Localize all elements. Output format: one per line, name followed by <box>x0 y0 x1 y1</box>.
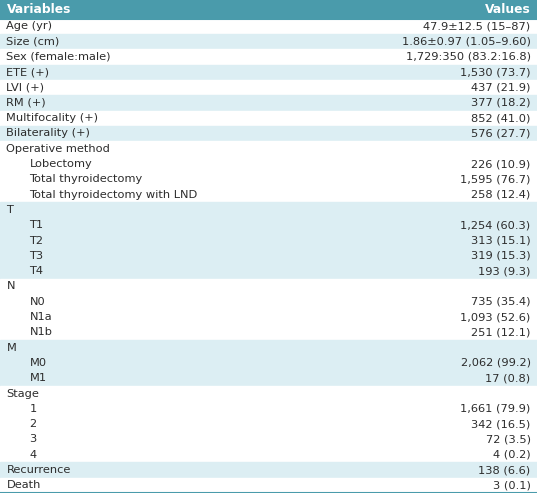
Bar <box>0 65 537 80</box>
Text: 313 (15.1): 313 (15.1) <box>471 236 531 246</box>
Text: 1: 1 <box>30 404 37 414</box>
Bar <box>0 110 537 126</box>
Text: 251 (12.1): 251 (12.1) <box>471 327 531 337</box>
Text: RM (+): RM (+) <box>6 98 46 108</box>
Text: 72 (3.5): 72 (3.5) <box>485 434 531 445</box>
Bar <box>0 340 537 355</box>
Bar <box>0 447 537 462</box>
Text: 1,729:350 (83.2:16.8): 1,729:350 (83.2:16.8) <box>405 52 531 62</box>
Bar <box>0 19 537 34</box>
Text: 576 (27.7): 576 (27.7) <box>471 129 531 139</box>
Text: T3: T3 <box>30 251 43 261</box>
Text: T4: T4 <box>30 266 43 276</box>
Text: 377 (18.2): 377 (18.2) <box>471 98 531 108</box>
Text: 319 (15.3): 319 (15.3) <box>471 251 531 261</box>
Bar <box>0 432 537 447</box>
Text: 3: 3 <box>30 434 37 445</box>
Text: 735 (35.4): 735 (35.4) <box>471 297 531 307</box>
Bar <box>0 95 537 110</box>
Text: 17 (0.8): 17 (0.8) <box>485 373 531 383</box>
Text: 3 (0.1): 3 (0.1) <box>492 480 531 491</box>
Text: 2: 2 <box>30 419 37 429</box>
Bar <box>0 478 537 493</box>
Text: Multifocality (+): Multifocality (+) <box>6 113 98 123</box>
Text: N1a: N1a <box>30 312 52 322</box>
Text: 138 (6.6): 138 (6.6) <box>478 465 531 475</box>
Text: T1: T1 <box>30 220 43 230</box>
Text: 1,530 (73.7): 1,530 (73.7) <box>460 67 531 77</box>
Text: Sex (female:male): Sex (female:male) <box>6 52 111 62</box>
Bar <box>0 310 537 325</box>
Bar <box>0 49 537 65</box>
Bar <box>0 217 537 233</box>
Text: N1b: N1b <box>30 327 53 337</box>
Text: 852 (41.0): 852 (41.0) <box>471 113 531 123</box>
Text: ETE (+): ETE (+) <box>6 67 49 77</box>
Text: M: M <box>6 343 16 352</box>
Bar <box>0 386 537 401</box>
Text: LVI (+): LVI (+) <box>6 83 45 93</box>
Text: N0: N0 <box>30 297 45 307</box>
Text: Age (yr): Age (yr) <box>6 21 53 32</box>
Text: Total thyroidectomy with LND: Total thyroidectomy with LND <box>30 190 198 200</box>
Text: 193 (9.3): 193 (9.3) <box>478 266 531 276</box>
Bar <box>0 401 537 417</box>
Bar <box>0 462 537 478</box>
Bar <box>0 279 537 294</box>
Text: 1,595 (76.7): 1,595 (76.7) <box>460 175 531 184</box>
Text: 437 (21.9): 437 (21.9) <box>471 83 531 93</box>
Bar <box>0 233 537 248</box>
Text: Variables: Variables <box>6 3 71 16</box>
Text: 1,254 (60.3): 1,254 (60.3) <box>460 220 531 230</box>
Text: 2,062 (99.2): 2,062 (99.2) <box>461 358 531 368</box>
Text: Bilaterality (+): Bilaterality (+) <box>6 129 90 139</box>
Text: Death: Death <box>6 480 41 491</box>
Bar <box>0 156 537 172</box>
Text: Recurrence: Recurrence <box>6 465 71 475</box>
Text: 258 (12.4): 258 (12.4) <box>471 190 531 200</box>
Text: M0: M0 <box>30 358 47 368</box>
Text: 4: 4 <box>30 450 37 460</box>
Bar <box>0 80 537 95</box>
Bar <box>0 187 537 202</box>
Text: 1,093 (52.6): 1,093 (52.6) <box>460 312 531 322</box>
Text: Total thyroidectomy: Total thyroidectomy <box>30 175 143 184</box>
Bar <box>0 126 537 141</box>
Text: 4 (0.2): 4 (0.2) <box>493 450 531 460</box>
Text: Size (cm): Size (cm) <box>6 36 60 47</box>
Bar <box>0 141 537 156</box>
Text: N: N <box>6 282 15 291</box>
Text: M1: M1 <box>30 373 47 383</box>
Bar <box>0 294 537 310</box>
Text: Values: Values <box>485 3 531 16</box>
Bar <box>0 172 537 187</box>
Bar <box>0 202 537 217</box>
Bar <box>0 355 537 371</box>
Bar <box>0 0 537 19</box>
Text: T: T <box>6 205 13 215</box>
Text: Operative method: Operative method <box>6 144 110 154</box>
Bar <box>0 417 537 432</box>
Bar <box>0 34 537 49</box>
Bar <box>0 325 537 340</box>
Bar <box>0 248 537 264</box>
Bar <box>0 371 537 386</box>
Text: 1,661 (79.9): 1,661 (79.9) <box>460 404 531 414</box>
Bar <box>0 264 537 279</box>
Text: Stage: Stage <box>6 388 39 398</box>
Text: 47.9±12.5 (15–87): 47.9±12.5 (15–87) <box>424 21 531 32</box>
Text: Lobectomy: Lobectomy <box>30 159 92 169</box>
Text: 342 (16.5): 342 (16.5) <box>471 419 531 429</box>
Text: 1.86±0.97 (1.05–9.60): 1.86±0.97 (1.05–9.60) <box>402 36 531 47</box>
Text: 226 (10.9): 226 (10.9) <box>471 159 531 169</box>
Text: T2: T2 <box>30 236 43 246</box>
